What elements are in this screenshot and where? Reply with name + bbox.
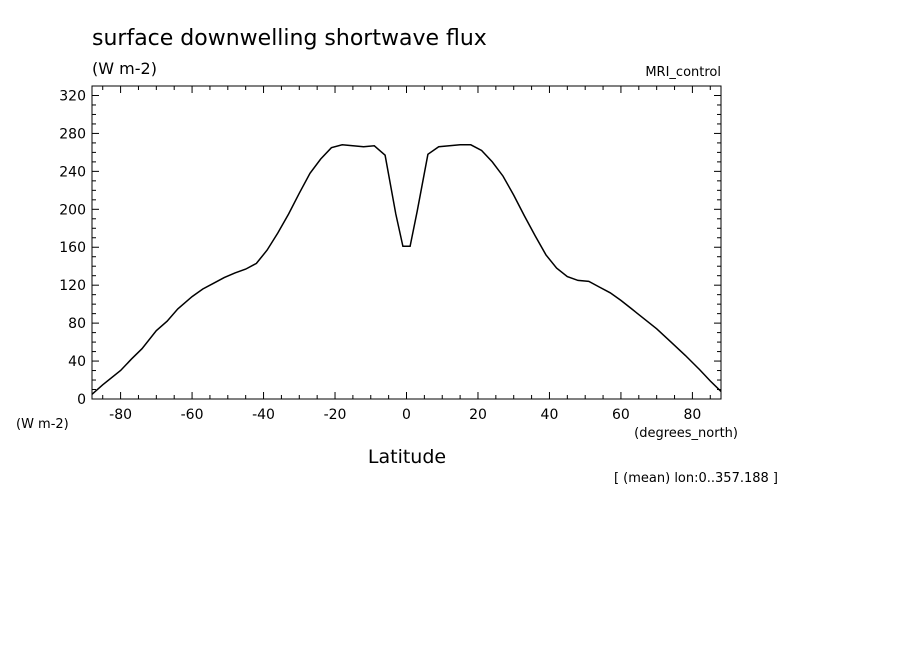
x-tick-label: -60 [181,407,204,423]
y-units-label: (W m-2) [16,417,69,432]
series-line [91,144,722,395]
footnote: [ (mean) lon:0..357.188 ] [614,471,778,486]
y-tick-label: 280 [59,126,86,142]
chart-title: surface downwelling shortwave flux [92,26,487,51]
x-tick-label: 40 [541,407,559,423]
x-tick-label: 60 [612,407,630,423]
model-label: MRI_control [645,65,721,80]
y-axis: 0 40 80 120 160 200 240 280 320 [59,85,721,408]
y-tick-label: 40 [68,354,86,370]
plot-frame [91,85,722,400]
y-tick-label: 160 [59,240,86,256]
y-tick-label: 120 [59,278,86,294]
x-tick-label: 80 [683,407,701,423]
x-tick-label: -80 [109,407,132,423]
x-tick-label: 0 [402,407,411,423]
x-tick-label: -40 [252,407,275,423]
x-tick-label: -20 [324,407,347,423]
chart-units: (W m-2) [92,59,157,78]
y-tick-label: 200 [59,202,86,218]
x-tick-label: 20 [469,407,487,423]
y-tick-label: 320 [59,88,86,104]
x-axis-title: Latitude [368,446,446,468]
y-tick-label: 80 [68,316,86,332]
x-units-label: (degrees_north) [634,426,738,441]
y-tick-label: 240 [59,164,86,180]
y-tick-label: 0 [77,392,86,408]
x-axis: -80 -60 -40 -20 0 20 40 60 80 [102,86,711,423]
